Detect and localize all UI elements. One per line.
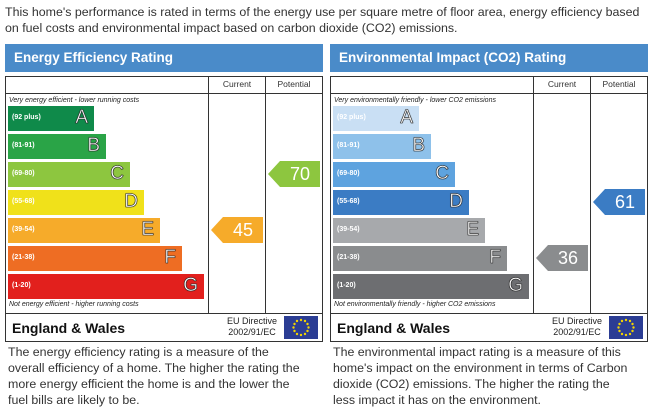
bottom-note: Not energy efficient - higher running co… (9, 301, 139, 308)
band-range-label: (69-80) (337, 170, 360, 177)
rating-band-b: (81-91) B (333, 134, 431, 159)
band-letter: G (508, 275, 523, 297)
rating-band-a: (92 plus) A (333, 106, 419, 131)
rating-band-c: (69-80) C (333, 162, 455, 187)
band-range-label: (55-68) (337, 198, 360, 205)
band-letter: C (110, 163, 124, 185)
potential-column-header: Potential (602, 79, 636, 89)
potential-rating-marker: 70 (268, 161, 320, 187)
current-column-header: Current (222, 79, 252, 89)
potential-rating-marker: 61 (593, 189, 645, 215)
rating-band-f: (21-38) F (333, 246, 507, 271)
band-range-label: (81-91) (12, 142, 35, 149)
rating-band-d: (55-68) D (8, 190, 144, 215)
current-rating-value: 45 (223, 217, 263, 243)
country-label: England & Wales (12, 320, 126, 336)
bottom-note: Not environmentally friendly - higher CO… (334, 301, 496, 308)
panel-footer: England & Wales EU Directive 2002/91/EC (5, 314, 323, 342)
band-letter: D (449, 191, 463, 213)
intro-text: This home's performance is rated in term… (5, 5, 640, 35)
eu-directive: EU Directive 2002/91/EC (226, 316, 277, 337)
band-range-label: (39-54) (337, 226, 360, 233)
potential-rating-value: 70 (280, 161, 320, 187)
band-range-label: (69-80) (12, 170, 35, 177)
panel-footer: England & Wales EU Directive 2002/91/EC (330, 314, 648, 342)
band-letter: D (124, 191, 138, 213)
current-rating-value: 36 (548, 245, 588, 271)
eu-flag-icon (609, 316, 643, 339)
band-range-label: (55-68) (12, 198, 35, 205)
energy-efficiency-panel: Energy Efficiency Rating Current Potenti… (5, 44, 323, 342)
current-column-header: Current (547, 79, 577, 89)
band-letter: B (87, 135, 100, 157)
top-note: Very energy efficient - lower running co… (9, 97, 140, 104)
panel-title: Energy Efficiency Rating (5, 44, 323, 72)
rating-band-f: (21-38) F (8, 246, 182, 271)
environmental-description: The environmental impact rating is a mea… (333, 345, 628, 407)
band-letter: A (75, 107, 88, 129)
rating-band-b: (81-91) B (8, 134, 106, 159)
current-rating-marker: 45 (211, 217, 263, 243)
band-letter: B (412, 135, 425, 157)
eu-flag-icon (284, 316, 318, 339)
panel-title: Environmental Impact (CO2) Rating (330, 44, 648, 72)
environmental-impact-panel: Environmental Impact (CO2) Rating Curren… (330, 44, 648, 342)
band-range-label: (92 plus) (12, 114, 41, 121)
rating-band-g: (1-20) G (8, 274, 204, 299)
band-letter: F (164, 247, 176, 269)
rating-chart: Current Potential Very energy efficient … (5, 76, 323, 314)
band-letter: C (435, 163, 449, 185)
rating-band-c: (69-80) C (8, 162, 130, 187)
rating-band-e: (39-54) E (333, 218, 485, 243)
band-range-label: (1-20) (12, 282, 31, 289)
eu-directive: EU Directive 2002/91/EC (551, 316, 602, 337)
band-range-label: (92 plus) (337, 114, 366, 121)
rating-band-a: (92 plus) A (8, 106, 94, 131)
band-letter: F (489, 247, 501, 269)
top-note: Very environmentally friendly - lower CO… (334, 97, 496, 104)
current-rating-marker: 36 (536, 245, 588, 271)
band-letter: E (466, 219, 479, 241)
band-range-label: (1-20) (337, 282, 356, 289)
band-range-label: (21-38) (12, 254, 35, 261)
potential-column-header: Potential (277, 79, 311, 89)
band-letter: E (141, 219, 154, 241)
rating-band-e: (39-54) E (8, 218, 160, 243)
potential-rating-value: 61 (605, 189, 645, 215)
rating-band-d: (55-68) D (333, 190, 469, 215)
country-label: England & Wales (337, 320, 451, 336)
band-range-label: (21-38) (337, 254, 360, 261)
rating-chart: Current Potential Very environmentally f… (330, 76, 648, 314)
energy-description: The energy efficiency rating is a measur… (8, 345, 300, 407)
rating-band-g: (1-20) G (333, 274, 529, 299)
band-letter: G (183, 275, 198, 297)
band-range-label: (39-54) (12, 226, 35, 233)
band-range-label: (81-91) (337, 142, 360, 149)
band-letter: A (400, 107, 413, 129)
